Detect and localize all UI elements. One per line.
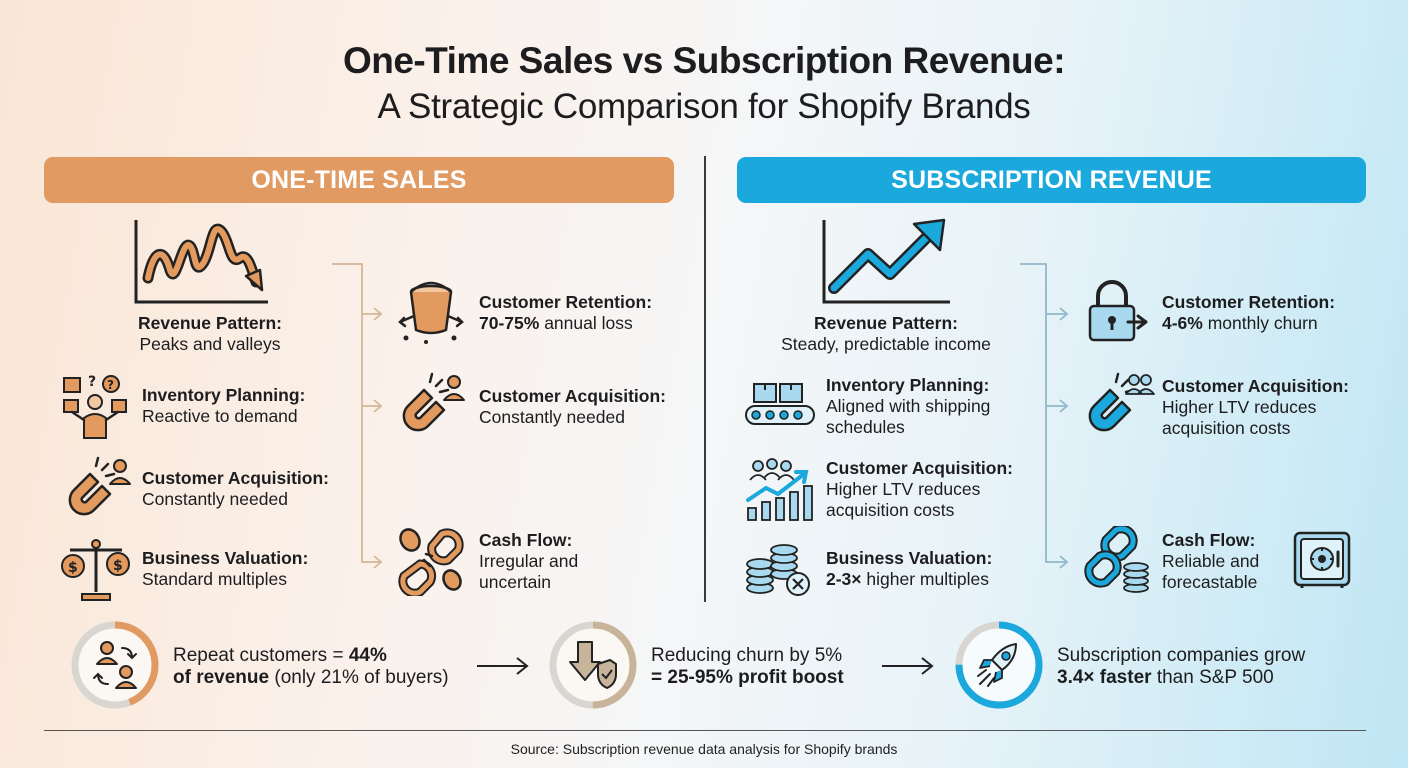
right-customer-acquisition-list: Customer Acquisition: Higher LTV reduces… [826,458,1013,520]
chain-coins-icon [1080,526,1152,594]
page-subtitle: A Strategic Comparison for Shopify Brand… [377,87,1031,126]
footer-divider [44,730,1366,731]
one-time-sales-banner: ONE-TIME SALES [44,157,674,203]
left-business-valuation: Business Valuation: Standard multiples [142,548,309,589]
left-inventory-planning: Inventory Planning: Reactive to demand [142,385,306,426]
left-customer-retention: Customer Retention: 70-75% annual loss [479,292,653,333]
leaking-bucket-icon [396,280,466,346]
safe-icon [1292,530,1352,590]
uptrend-chart-icon [818,218,953,306]
right-business-valuation: Business Valuation: 2-3× higher multiple… [826,548,993,589]
stat-churn-profit: Reducing churn by 5% = 25-95% profit boo… [651,645,844,688]
balance-scale-icon: $ $ [60,536,132,602]
left-cash-flow: Cash Flow: Irregular and uncertain [479,530,579,592]
stat-ring-growth [954,620,1044,715]
arrow-right-icon [475,656,531,676]
stat-subscription-growth: Subscription companies grow 3.4× faster … [1057,645,1306,688]
column-divider [704,156,706,602]
stat-ring-churn [548,620,638,715]
wavy-chart-icon [130,218,270,306]
right-cash-flow: Cash Flow: Reliable and forecastable [1162,530,1260,592]
confused-person-boxes-icon: ? ? [60,372,130,440]
stat-ring-repeat-customers [70,620,160,715]
svg-text:?: ? [107,378,114,392]
subscription-revenue-banner: SUBSCRIPTION REVENUE [737,157,1366,203]
magnet-person-icon [62,456,134,522]
svg-text:$: $ [68,560,78,576]
growth-bars-people-icon [744,456,814,522]
left-revenue-pattern: Revenue Pattern: Peaks and valleys [138,313,282,354]
right-customer-acquisition: Customer Acquisition: Higher LTV reduces… [1162,376,1349,438]
arrow-right-icon [880,656,936,676]
magnet-people-icon [1082,372,1156,438]
right-revenue-pattern: Revenue Pattern: Steady, predictable inc… [781,313,991,354]
left-customer-acquisition-list: Customer Acquisition: Constantly needed [142,468,329,509]
magnet-person-icon [396,372,468,438]
right-bracket-connector [1018,262,1076,572]
right-customer-retention: Customer Retention: 4-6% monthly churn [1162,292,1336,333]
right-inventory-planning: Inventory Planning: Aligned with shippin… [826,375,991,437]
conveyor-belt-boxes-icon [744,380,816,430]
coin-stacks-icon [744,538,814,600]
source-note: Source: Subscription revenue data analys… [510,741,898,757]
broken-chain-icon [396,526,466,596]
svg-text:$: $ [113,558,123,574]
stat-repeat-customers: Repeat customers = 44% of revenue (only … [173,645,449,688]
left-customer-acquisition: Customer Acquisition: Constantly needed [479,386,666,427]
padlock-arrow-icon [1084,280,1152,344]
left-bracket-connector [330,260,390,570]
svg-text:?: ? [88,374,96,390]
page-title: One-Time Sales vs Subscription Revenue: [342,40,1066,81]
